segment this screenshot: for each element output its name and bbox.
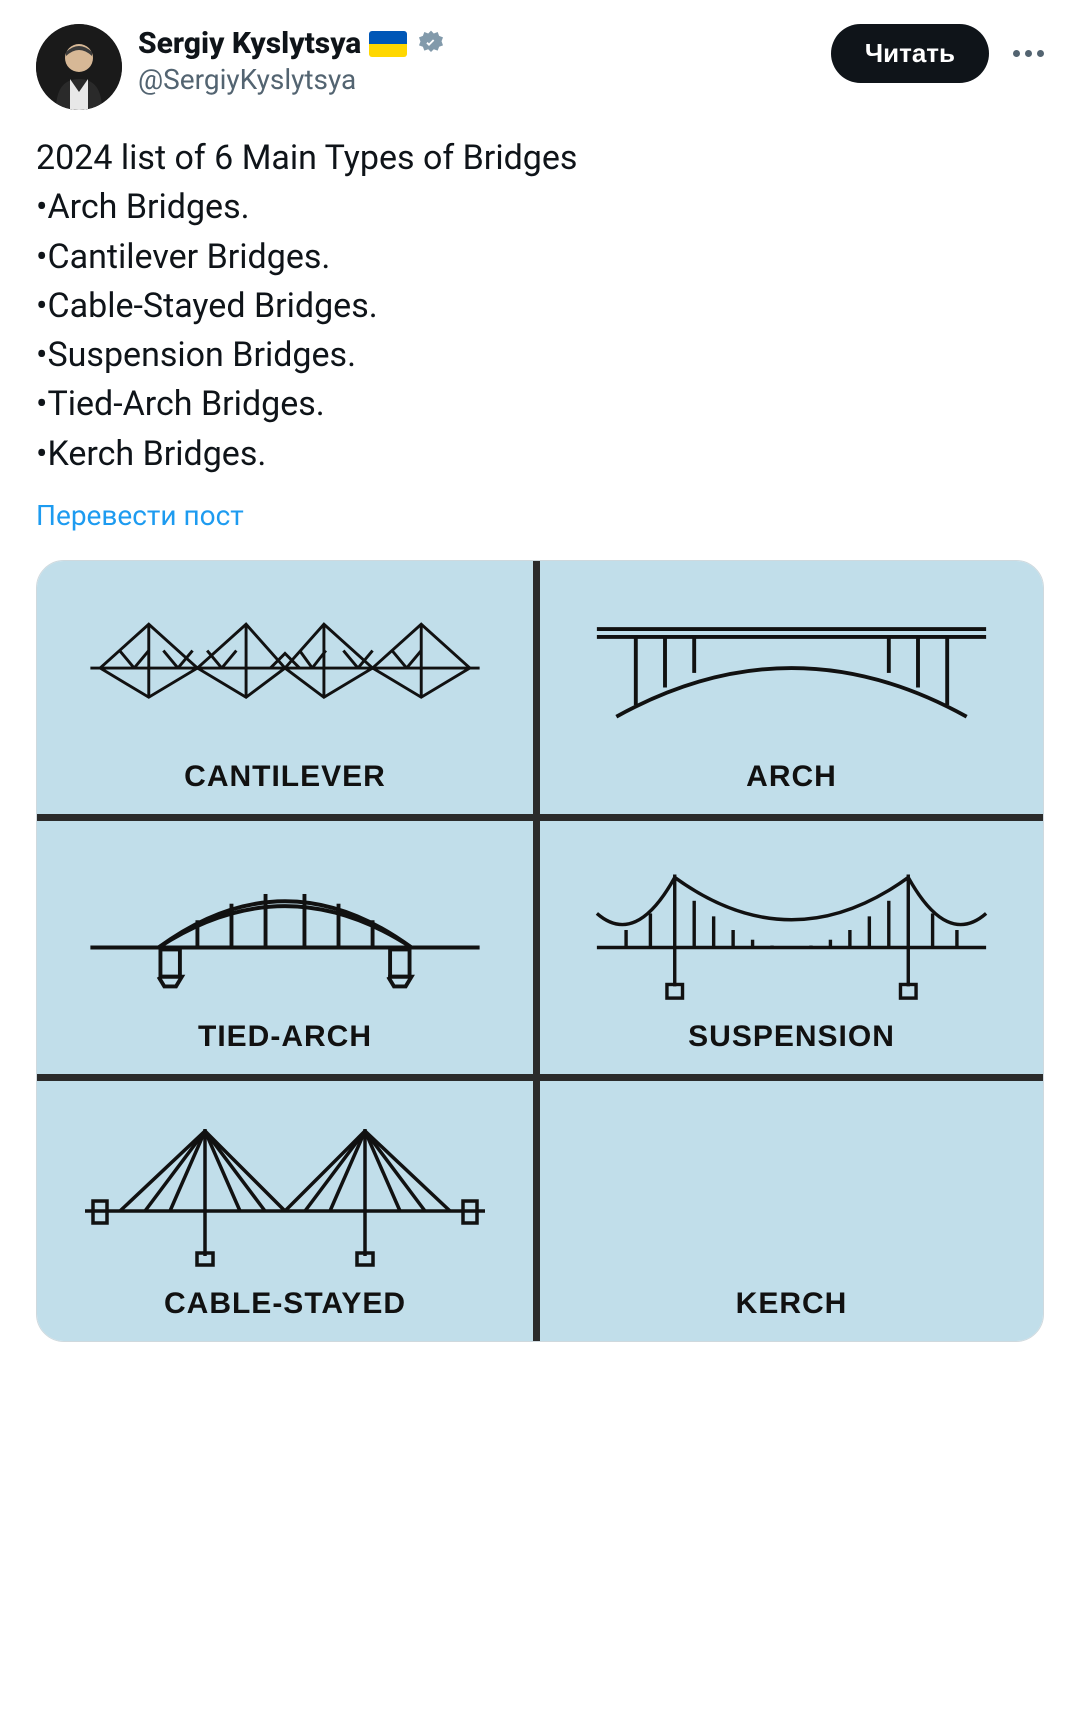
bridge-infographic: CANTILEVER AR: [37, 561, 1043, 1341]
author-name-block: Sergiy Kyslytsya @SergiyKyslytsya: [138, 24, 815, 96]
cell-cable-stayed: CABLE-STAYED: [37, 1081, 540, 1341]
tweet-text: 2024 list of 6 Main Types of Bridges •Ar…: [36, 134, 1044, 479]
cell-kerch: KERCH: [540, 1081, 1043, 1341]
avatar[interactable]: [36, 24, 122, 110]
author-handle[interactable]: @SergiyKyslytsya: [138, 63, 815, 96]
verified-badge-icon: [415, 28, 447, 60]
cell-label: SUSPENSION: [688, 1020, 895, 1054]
cell-label: TIED-ARCH: [198, 1020, 372, 1054]
avatar-image: [36, 24, 122, 110]
cell-label: ARCH: [746, 760, 837, 794]
cell-label: CABLE-STAYED: [164, 1287, 406, 1321]
follow-button[interactable]: Читать: [831, 24, 989, 83]
cell-label: KERCH: [736, 1287, 848, 1321]
display-name-row: Sergiy Kyslytsya: [138, 26, 815, 61]
translate-link[interactable]: Перевести пост: [36, 499, 244, 532]
cell-cantilever: CANTILEVER: [37, 561, 540, 821]
more-options-button[interactable]: [1013, 50, 1044, 57]
cell-arch: ARCH: [540, 561, 1043, 821]
display-name[interactable]: Sergiy Kyslytsya: [138, 26, 361, 61]
tweet-media[interactable]: CANTILEVER AR: [36, 560, 1044, 1342]
tweet-header: Sergiy Kyslytsya @SergiyKyslytsya Читать: [36, 24, 1044, 110]
tweet-container: Sergiy Kyslytsya @SergiyKyslytsya Читать…: [0, 0, 1080, 1366]
header-actions: Читать: [831, 24, 1044, 83]
cell-label: CANTILEVER: [184, 760, 386, 794]
cell-tied-arch: TIED-ARCH: [37, 821, 540, 1081]
ukraine-flag-icon: [369, 31, 407, 57]
cell-suspension: SUSPENSION: [540, 821, 1043, 1081]
